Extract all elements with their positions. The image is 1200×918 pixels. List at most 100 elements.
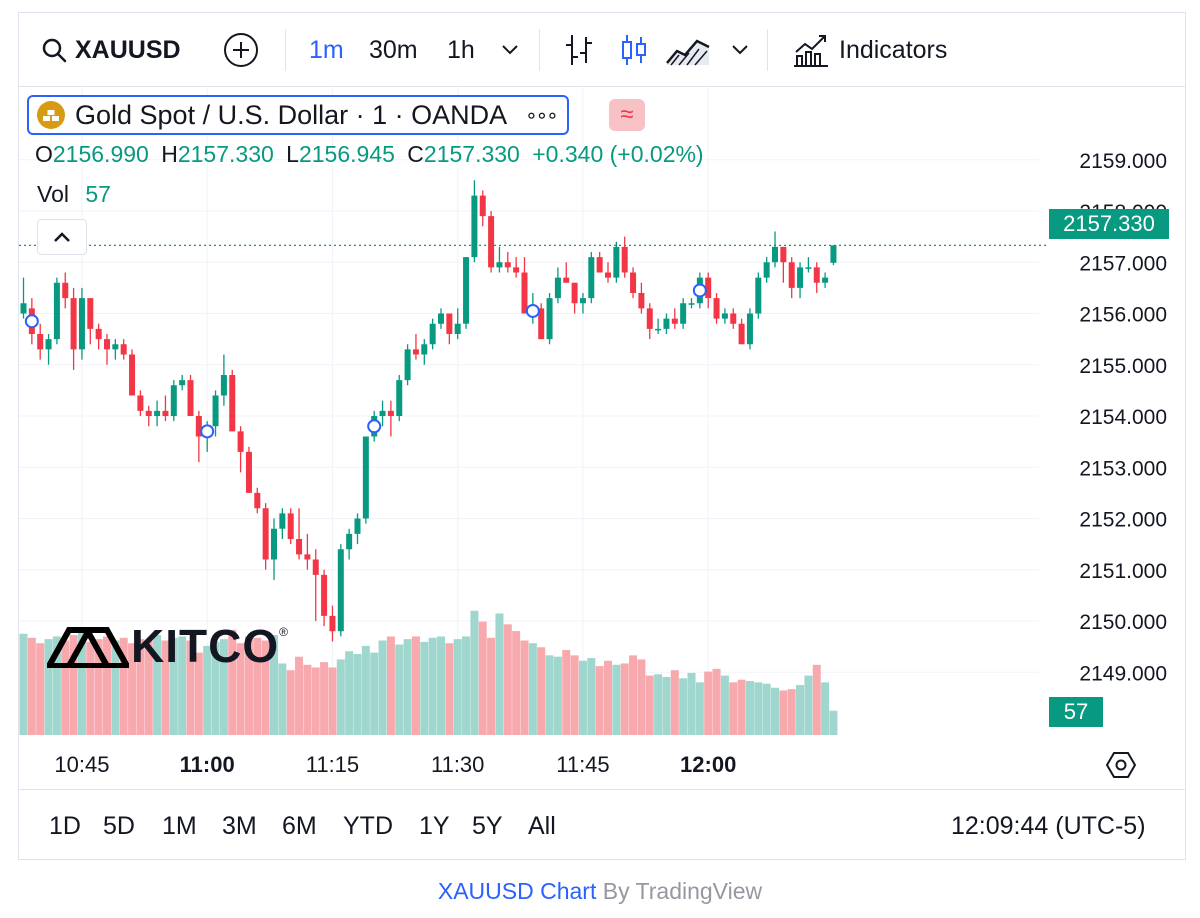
range-5d[interactable]: 5D (103, 812, 135, 840)
chart-canvas[interactable]: 2159.0002158.0002157.0002156.0002155.000… (19, 13, 1186, 789)
indicators-button[interactable]: Indicators (793, 13, 947, 87)
candle-body (162, 410, 169, 416)
time-tick-label: 12:00 (680, 752, 736, 777)
volume-bar (94, 639, 103, 735)
range-1y[interactable]: 1Y (419, 812, 450, 840)
time-scale-settings-button[interactable] (1105, 749, 1137, 781)
close-value: 2157.330 (423, 141, 520, 167)
symbol-search[interactable]: XAUUSD (41, 13, 181, 87)
kitco-watermark: KITCO ® (47, 619, 288, 673)
range-1m[interactable]: 1M (162, 812, 197, 840)
volume-bar (228, 629, 237, 735)
volume-bar (411, 636, 420, 735)
compare-badge[interactable]: ≈ (609, 99, 645, 131)
candle-body (638, 293, 645, 309)
volume-bar (595, 666, 604, 735)
chart-style-dropdown[interactable] (731, 13, 749, 87)
collapse-legend-button[interactable] (37, 219, 87, 255)
candle-body (312, 559, 319, 575)
candle-body (663, 318, 670, 329)
volume-bar (211, 641, 220, 735)
candle-body (321, 574, 328, 616)
interval-30m[interactable]: 30m (369, 35, 418, 64)
candle-body (279, 513, 286, 529)
bars-style-button[interactable] (563, 13, 595, 87)
candle-body (62, 282, 69, 299)
candle-body (504, 262, 511, 268)
range-all[interactable]: All (528, 812, 556, 840)
candle-body (70, 298, 77, 350)
event-marker (200, 424, 215, 439)
volume-bar (745, 681, 754, 735)
volume-bar (44, 639, 53, 735)
candle-body (129, 354, 136, 396)
volume-bar (27, 637, 36, 735)
candle-body (412, 349, 419, 355)
volume-bar (336, 659, 345, 735)
tradingview-credit[interactable]: By TradingView (602, 878, 763, 904)
range-3m[interactable]: 3M (222, 812, 257, 840)
close-label: C (407, 141, 424, 167)
volume-bar (704, 671, 713, 735)
candle-body (772, 246, 778, 263)
candle-body (630, 272, 637, 293)
volume-bar (612, 664, 621, 735)
candle-style-icon (622, 35, 646, 65)
price-tick-label: 2159.000 (1079, 150, 1167, 173)
volume-bar (103, 636, 111, 735)
volume-bar (236, 643, 245, 735)
candles-style-button[interactable] (619, 13, 649, 87)
more-button[interactable]: ∘∘∘ (525, 104, 559, 127)
candle-body (788, 262, 795, 288)
candle-body (438, 313, 444, 324)
high-value: 2157.330 (177, 141, 274, 167)
area-style-button[interactable] (665, 13, 711, 87)
interval-1m[interactable]: 1m (309, 35, 344, 64)
candle-body (488, 216, 495, 268)
interval-dropdown[interactable] (501, 13, 519, 87)
range-6m[interactable]: 6M (282, 812, 317, 840)
candle-body (579, 298, 586, 304)
volume-bar (111, 640, 120, 735)
range-5y[interactable]: 5Y (472, 812, 503, 840)
bottom-toolbar: 1D 5D 1M 3M 6M YTD 1Y 5Y All 12:09:44 (U… (19, 789, 1185, 859)
volume-bar (52, 636, 61, 735)
top-toolbar: XAUUSD 1m 30m 1h Indicators (19, 13, 1185, 87)
symbol-legend[interactable]: Gold Spot / U.S. Dollar · 1 · OANDA ∘∘∘ (27, 95, 569, 135)
volume-bar (345, 651, 354, 735)
volume-bar (679, 678, 688, 735)
volume-bar (136, 639, 145, 735)
candle-body (571, 282, 578, 304)
volume-bar (311, 667, 320, 735)
range-ytd[interactable]: YTD (343, 812, 393, 840)
volume-bar (378, 640, 387, 735)
candle-body (588, 257, 595, 299)
volume-bar (144, 640, 153, 735)
candle-body (755, 277, 762, 314)
candle-body (87, 298, 94, 329)
chart-link[interactable]: XAUUSD Chart (437, 878, 597, 904)
compare-button[interactable] (223, 13, 259, 87)
volume-bar (244, 636, 253, 735)
volume-bar (737, 679, 746, 735)
volume-legend: Vol 57 (37, 181, 111, 208)
clock[interactable]: 12:09:44 (UTC-5) (951, 812, 1146, 840)
area-style-icon (666, 39, 710, 66)
volume-bar (303, 664, 312, 735)
candle-body (463, 257, 470, 324)
candle-body (805, 267, 812, 269)
volume-bar (470, 610, 479, 735)
volume-bar (169, 637, 178, 735)
ohlc-values: O2156.990 H2157.330 L2156.945 C2157.330 … (35, 141, 704, 168)
open-value: 2156.990 (52, 141, 149, 167)
candle-body (45, 339, 52, 350)
candle-body (237, 431, 244, 452)
volume-bar (437, 636, 445, 735)
volume-bar (386, 636, 395, 735)
volume-bar (453, 639, 462, 735)
chevron-down-icon (732, 45, 748, 55)
candle-body (271, 528, 277, 560)
range-1d[interactable]: 1D (49, 812, 81, 840)
candle-body (296, 539, 303, 555)
interval-1h[interactable]: 1h (447, 35, 475, 64)
